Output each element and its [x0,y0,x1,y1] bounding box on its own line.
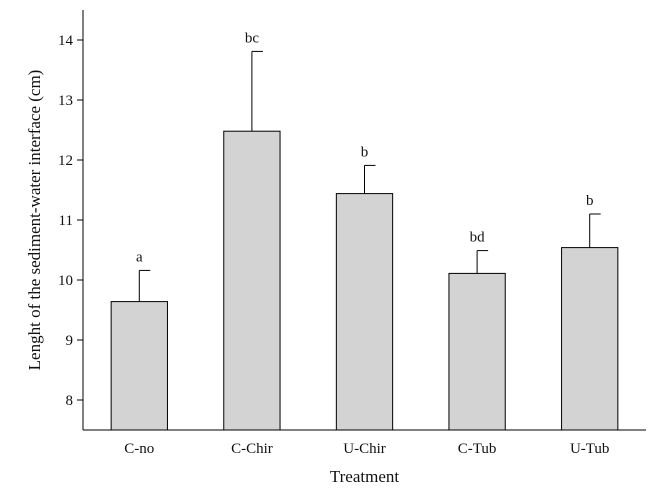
x-tick-label: U-Chir [343,441,386,457]
bars-group: a bc b bd b [110,30,619,431]
significance-label: a [136,249,143,265]
y-axis-title: Lenght of the sediment-water interface (… [25,70,44,371]
significance-label: bd [470,230,486,246]
y-tick-label: 13 [58,93,73,109]
bar-u-tub [561,247,619,431]
y-tick-label: 14 [58,33,74,49]
y-axis-ticks: 8 9 10 11 12 13 14 [58,33,83,409]
significance-label: b [586,193,594,209]
bar-c-chir [223,130,281,431]
x-tick-label: U-Tub [570,441,609,457]
x-tick-label: C-Chir [231,441,273,457]
x-tick-label: C-Tub [458,441,497,457]
y-tick-label: 12 [58,153,73,169]
y-tick-label: 11 [59,213,73,229]
x-tick-label: C-no [124,441,154,457]
x-axis-tick-labels: C-no C-Chir U-Chir C-Tub U-Tub [124,441,609,457]
bar-c-no [110,301,168,431]
y-tick-label: 8 [66,393,74,409]
bar-c-tub [448,272,506,431]
bar-u-chir [335,193,394,431]
significance-label: b [361,144,369,160]
y-tick-label: 10 [58,273,73,289]
x-axis-title: Treatment [330,467,400,486]
y-tick-label: 9 [66,333,74,349]
significance-label: bc [245,30,260,46]
